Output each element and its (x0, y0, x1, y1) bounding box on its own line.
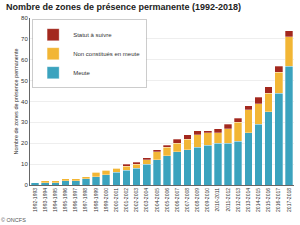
svg-text:60: 60 (21, 57, 28, 63)
svg-text:50: 50 (21, 78, 28, 84)
svg-text:2015-2016: 2015-2016 (265, 188, 271, 212)
svg-text:Nombre de zones de présence pe: Nombre de zones de présence permanente (13, 48, 19, 154)
svg-text:80: 80 (21, 15, 28, 21)
svg-text:1997-1998: 1997-1998 (82, 188, 88, 212)
svg-text:1995-1996: 1995-1996 (62, 188, 68, 212)
svg-text:2002-2003: 2002-2003 (133, 188, 139, 212)
svg-text:1992-1993: 1992-1993 (32, 188, 38, 212)
svg-text:2003-2004: 2003-2004 (143, 188, 149, 212)
svg-text:2006-2007: 2006-2007 (174, 188, 180, 212)
svg-text:1996-1997: 1996-1997 (72, 188, 78, 212)
svg-text:2004-2005: 2004-2005 (154, 188, 160, 212)
svg-text:30: 30 (21, 119, 28, 125)
svg-text:2007-2008: 2007-2008 (184, 188, 190, 212)
svg-text:2017-2018: 2017-2018 (286, 188, 292, 212)
svg-text:20: 20 (21, 140, 28, 146)
svg-text:70: 70 (21, 36, 28, 42)
svg-text:2012-2013: 2012-2013 (235, 188, 241, 212)
svg-text:© ONCFS: © ONCFS (1, 217, 26, 223)
svg-text:2009-2010: 2009-2010 (204, 188, 210, 212)
svg-text:2014-2015: 2014-2015 (255, 188, 261, 212)
svg-text:40: 40 (21, 99, 28, 105)
svg-text:2000-2001: 2000-2001 (113, 188, 119, 212)
svg-text:2011-2012: 2011-2012 (225, 188, 231, 212)
svg-text:2005-2006: 2005-2006 (164, 188, 170, 212)
svg-text:Meute: Meute (73, 70, 90, 76)
svg-text:Statut à suivre: Statut à suivre (73, 32, 112, 38)
svg-text:10: 10 (21, 161, 28, 167)
svg-text:1998-1999: 1998-1999 (93, 188, 99, 212)
svg-text:Non constitués en meute: Non constitués en meute (73, 51, 140, 57)
svg-text:1994-1995: 1994-1995 (52, 188, 58, 212)
svg-text:2010-2011: 2010-2011 (214, 188, 220, 212)
svg-text:Nombre de zones de présence pe: Nombre de zones de présence permanente (… (6, 2, 241, 12)
svg-text:2013-2014: 2013-2014 (245, 188, 251, 212)
svg-text:0: 0 (24, 182, 28, 188)
svg-text:1993-1994: 1993-1994 (42, 188, 48, 212)
svg-text:2001-2002: 2001-2002 (123, 188, 129, 212)
svg-text:2016-2017: 2016-2017 (275, 188, 281, 212)
svg-text:1999-2000: 1999-2000 (103, 188, 109, 212)
svg-text:2008-2009: 2008-2009 (194, 188, 200, 212)
